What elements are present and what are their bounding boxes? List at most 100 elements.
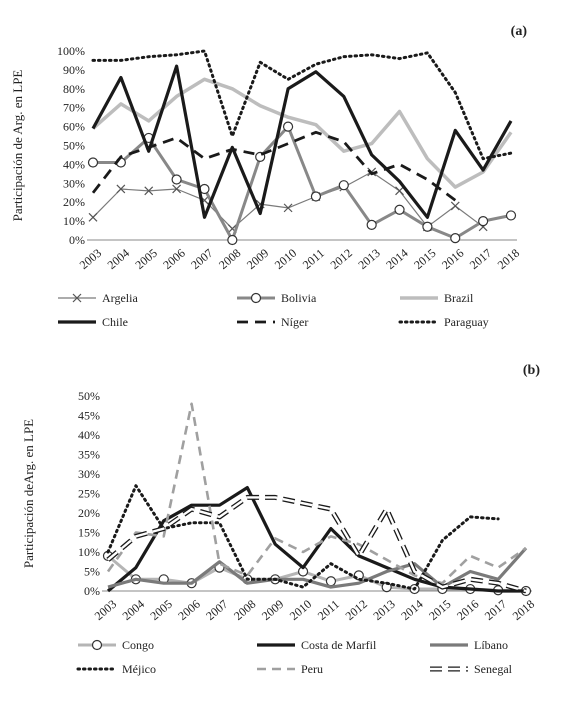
x-tick-label: 2011: [300, 246, 327, 272]
chart-panel-a: (a) 0% 10% 20% 30% 40% 50% 60% 70% 80% 90% 100% 2003…: [10, 24, 527, 329]
series-line: [91, 64, 513, 219]
legend-label: Chile: [102, 315, 128, 329]
x-tick-label: 2016: [454, 597, 481, 623]
legend-label: Paraguay: [444, 315, 489, 329]
series-chile: [91, 64, 513, 219]
y-tick-label: 80%: [63, 82, 85, 96]
legend-label: Costa de Marfil: [301, 638, 377, 652]
x-tick-label: 2004: [105, 246, 132, 272]
data-point: [325, 576, 337, 587]
x-tick-label: 2013: [355, 246, 382, 272]
series-line: [106, 486, 526, 593]
x-tick-label: 2008: [231, 597, 258, 623]
data-point: [227, 234, 238, 246]
x-tick-label: 2007: [188, 246, 215, 272]
y-tick-label: 50%: [63, 139, 85, 153]
series-line: [106, 402, 527, 585]
legend-entry: Argelia: [58, 291, 138, 305]
series-senegal: [106, 494, 527, 594]
series-argelia: [88, 167, 488, 234]
y-tick-label: 30%: [63, 176, 85, 190]
x-tick-label: 2016: [439, 246, 466, 272]
y-tick-label: 40%: [63, 157, 85, 171]
data-point: [478, 216, 489, 227]
x-tick-label: 2009: [244, 246, 271, 272]
data-point: [394, 186, 405, 196]
legend-entry: Peru: [257, 662, 323, 676]
series-line: [92, 171, 484, 230]
x-tick-label: 2005: [147, 597, 174, 623]
legend-entry: Senegal: [430, 662, 513, 676]
series-méjico: [106, 484, 500, 591]
legend-label: Argelia: [102, 291, 138, 305]
data-point: [338, 180, 349, 191]
data-point: [310, 191, 322, 202]
x-tick-label: 2003: [92, 597, 119, 623]
legend-entry: Costa de Marfil: [257, 638, 377, 652]
legend-entry: Brazil: [400, 291, 474, 305]
x-tick-label: 2007: [203, 597, 230, 623]
y-tick-label: 45%: [78, 409, 100, 423]
x-tick-label: 2015: [426, 597, 453, 623]
data-point: [422, 221, 433, 232]
x-tick-label: 2013: [370, 597, 397, 623]
x-tick-label: 2006: [160, 246, 187, 272]
data-point: [450, 201, 460, 211]
series-line: [91, 130, 457, 202]
legend-entry: Méjico: [76, 662, 156, 676]
x-tick-label: 2012: [328, 246, 355, 272]
y-tick-label: 30%: [78, 467, 100, 481]
data-point: [88, 212, 98, 222]
x-tick-label: 2012: [343, 597, 370, 623]
x-tick-label: 2014: [383, 246, 410, 272]
x-tick-label: 2018: [495, 246, 522, 272]
x-tick-label: 2015: [411, 246, 438, 272]
y-tick-label: 10%: [78, 545, 100, 559]
x-tick-label: 2004: [120, 597, 147, 623]
y-tick-label: 5%: [84, 565, 100, 579]
legend-label: Congo: [122, 638, 154, 652]
data-point: [450, 233, 461, 244]
x-tick-label: 2017: [482, 597, 509, 623]
y-axis-title: Participación de Arg. en LPE: [10, 70, 25, 222]
data-point: [394, 204, 405, 215]
y-tick-label: 60%: [63, 120, 85, 134]
legend-entry: Líbano: [430, 638, 508, 652]
y-tick-label: 40%: [78, 428, 100, 442]
series-line: [93, 125, 512, 242]
series-peru: [106, 402, 527, 585]
legend-label: Níger: [281, 315, 308, 329]
x-tick-label: 2018: [510, 597, 537, 623]
x-tick-label: 2009: [259, 597, 286, 623]
legend-label: Líbano: [474, 638, 508, 652]
series-líbano: [107, 547, 528, 589]
y-tick-label: 25%: [78, 487, 100, 501]
legend-label: Bolivia: [281, 291, 317, 305]
legend-marker: [250, 292, 262, 304]
y-tick-label: 70%: [63, 101, 85, 115]
series-line: [107, 547, 528, 589]
x-tick-label: 2008: [216, 246, 243, 272]
panel-label: (a): [511, 24, 528, 39]
legend-marker: [91, 639, 103, 651]
y-tick-label: 20%: [78, 506, 100, 520]
legend-label: Brazil: [444, 291, 474, 305]
series-paraguay: [91, 49, 513, 161]
x-tick-label: 2010: [287, 597, 314, 623]
x-tick-label: 2005: [132, 246, 159, 272]
legend-entry: Paraguay: [398, 315, 489, 329]
data-point: [282, 121, 294, 132]
data-point: [171, 174, 182, 185]
legend-label: Senegal: [474, 662, 513, 676]
y-tick-label: 50%: [78, 389, 100, 403]
panel-label: (b): [523, 363, 540, 378]
series-line: [91, 49, 513, 161]
x-tick-label: 2010: [272, 246, 299, 272]
series-line: [106, 484, 500, 591]
x-tick-label: 2003: [77, 246, 104, 272]
legend-label: Peru: [301, 662, 323, 676]
data-point: [366, 219, 377, 230]
y-tick-label: 10%: [63, 214, 85, 228]
y-tick-label: 15%: [78, 526, 100, 540]
y-tick-label: 100%: [57, 44, 85, 58]
